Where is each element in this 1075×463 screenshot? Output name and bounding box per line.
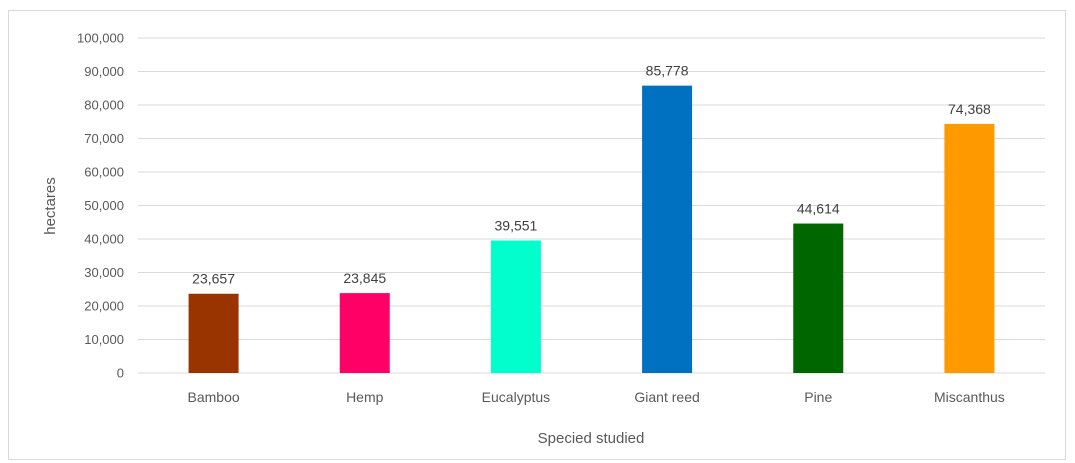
bar	[793, 223, 844, 373]
data-labels: 23,657 23,845 39,551 85,778 44,614 74,368	[192, 63, 991, 287]
y-tick-label: 30,000	[84, 265, 124, 280]
y-tick-label: 50,000	[84, 198, 124, 213]
data-label: 44,614	[797, 201, 840, 217]
y-tick-label: 90,000	[84, 64, 124, 79]
data-label: 23,657	[192, 271, 235, 287]
x-axis-category-labels: Bamboo Hemp Eucalyptus Giant reed Pine Miscan…	[188, 389, 1005, 405]
y-axis-title: hectares	[42, 177, 59, 235]
x-tick-label: Pine	[804, 389, 832, 405]
y-tick-label: 0	[117, 366, 124, 381]
x-tick-label: Miscanthus	[934, 389, 1005, 405]
data-label: 39,551	[495, 218, 538, 234]
x-tick-label: Hemp	[346, 389, 384, 405]
x-tick-label: Eucalyptus	[482, 389, 550, 405]
y-axis-tick-labels: 0 10,000 20,000 30,000 40,000 50,000 60,000 70,…	[77, 31, 124, 381]
gridlines	[138, 37, 1045, 374]
data-label: 23,845	[343, 270, 386, 286]
bar	[944, 123, 995, 373]
y-tick-label: 20,000	[84, 299, 124, 314]
y-tick-label: 10,000	[84, 332, 124, 347]
chart-frame	[8, 10, 1066, 460]
x-tick-label: Giant reed	[634, 389, 699, 405]
bar	[339, 293, 390, 373]
y-tick-label: 40,000	[84, 232, 124, 247]
data-label: 74,368	[948, 101, 991, 117]
bar	[642, 85, 693, 373]
bar	[188, 293, 239, 373]
y-tick-label: 80,000	[84, 98, 124, 113]
bars	[188, 85, 995, 373]
bar	[490, 240, 541, 373]
y-tick-label: 60,000	[84, 165, 124, 180]
y-tick-label: 100,000	[77, 31, 124, 46]
data-label: 85,778	[646, 63, 689, 79]
y-tick-label: 70,000	[84, 131, 124, 146]
x-axis-title: Specied studied	[538, 430, 645, 447]
x-tick-label: Bamboo	[188, 389, 240, 405]
